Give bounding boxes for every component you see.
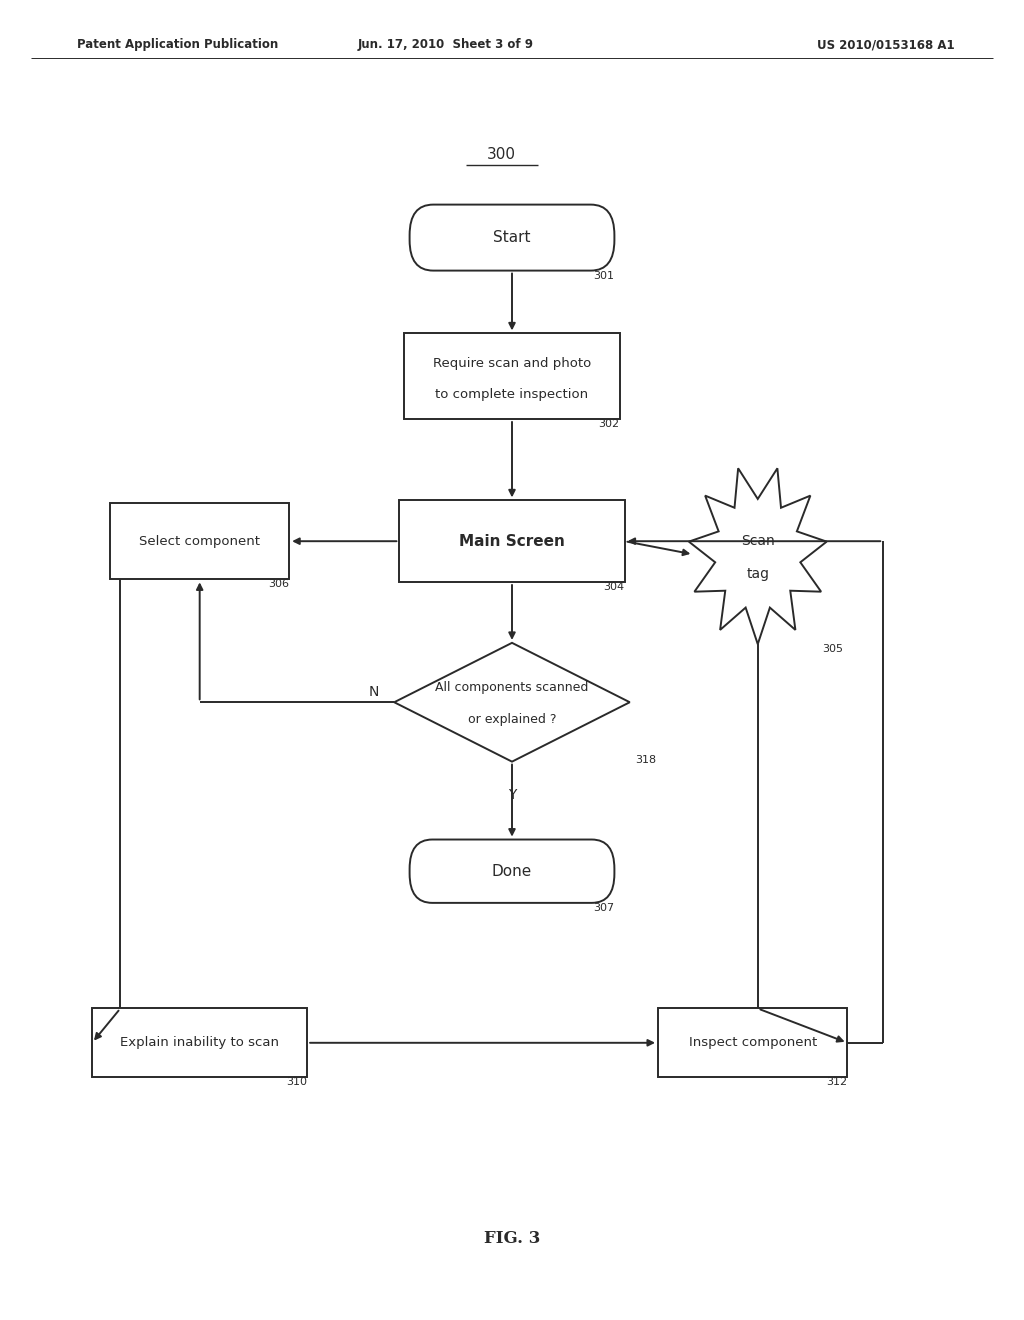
Text: 310: 310 [286,1077,307,1088]
Bar [404,333,620,420]
Bar [657,1008,847,1077]
Text: Main Screen: Main Screen [459,533,565,549]
Text: 305: 305 [822,644,844,655]
Text: Scan: Scan [741,535,774,548]
FancyBboxPatch shape [410,840,614,903]
Text: N: N [369,685,379,698]
Bar [399,500,625,582]
Text: Require scan and photo: Require scan and photo [433,356,591,370]
Text: FIG. 3: FIG. 3 [483,1230,541,1246]
Bar [92,1008,307,1077]
Text: Done: Done [492,863,532,879]
Text: Inspect component: Inspect component [688,1036,817,1049]
Text: 306: 306 [268,579,289,590]
Text: Select component: Select component [139,535,260,548]
Text: or explained ?: or explained ? [468,713,556,726]
Text: 300: 300 [487,148,516,162]
Text: Jun. 17, 2010  Sheet 3 of 9: Jun. 17, 2010 Sheet 3 of 9 [357,38,534,51]
Text: 318: 318 [635,755,656,766]
Text: All components scanned: All components scanned [435,681,589,694]
Polygon shape [394,643,630,762]
Text: Y: Y [508,788,516,803]
Text: tag: tag [746,568,769,581]
Text: Explain inability to scan: Explain inability to scan [120,1036,280,1049]
Text: 307: 307 [593,903,614,913]
Text: to complete inspection: to complete inspection [435,388,589,401]
Text: 312: 312 [826,1077,848,1088]
Text: Start: Start [494,230,530,246]
Text: 301: 301 [593,271,614,281]
Text: 304: 304 [603,582,625,593]
Text: Patent Application Publication: Patent Application Publication [77,38,279,51]
FancyBboxPatch shape [410,205,614,271]
Polygon shape [689,469,826,644]
Bar [111,503,289,579]
Text: 302: 302 [598,420,620,429]
Text: US 2010/0153168 A1: US 2010/0153168 A1 [817,38,954,51]
